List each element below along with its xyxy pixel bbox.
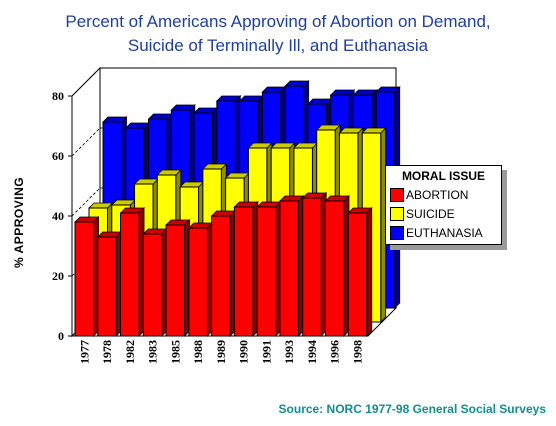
x-tick-label-1985: 1985 — [168, 340, 182, 364]
x-tick-label-1998: 1998 — [350, 340, 364, 364]
bar-abortion-1989 — [210, 210, 237, 337]
legend-item-euthanasia: EUTHANASIA — [386, 223, 501, 242]
bar-abortion-1988 — [187, 222, 214, 337]
x-tick-label-1991: 1991 — [259, 340, 273, 364]
gridline — [71, 67, 396, 97]
x-tick-label-1983: 1983 — [146, 340, 160, 364]
bar-abortion-1982 — [119, 207, 146, 337]
y-tick-label: 80 — [52, 89, 64, 103]
y-axis-label: % APPROVING — [12, 176, 26, 268]
legend-swatch-suicide — [390, 206, 404, 221]
y-tick-label: 60 — [52, 149, 64, 163]
y-tick-label: 0 — [58, 329, 64, 343]
x-tick-label-1993: 1993 — [282, 340, 296, 364]
legend-swatch-euthanasia — [390, 225, 404, 240]
x-tick-label-1978: 1978 — [100, 340, 114, 364]
bar-abortion-1993 — [278, 195, 305, 337]
bar-abortion-1977 — [74, 216, 100, 337]
x-tick-label-1990: 1990 — [237, 340, 251, 364]
bar-abortion-1996 — [324, 195, 350, 337]
legend-swatch-abortion — [390, 187, 404, 202]
bar-abortion-1985 — [165, 219, 191, 337]
bar-abortion-1994 — [301, 192, 328, 337]
x-tick-label-1988: 1988 — [191, 340, 205, 364]
legend-item-abortion: ABORTION — [386, 185, 501, 204]
x-tick-label-1996: 1996 — [328, 340, 342, 364]
legend-title: MORAL ISSUE — [401, 169, 486, 183]
legend-label-abortion: ABORTION — [406, 187, 469, 202]
chart-title-line-2: Suicide of Terminally Ill, and Euthanasi… — [127, 36, 429, 55]
bar-abortion-1998 — [347, 207, 373, 337]
y-tick-label: 40 — [52, 209, 64, 223]
y-tick-label: 20 — [52, 269, 64, 283]
source-note: Source: NORC 1977-98 General Social Surv… — [278, 402, 546, 416]
legend-label-euthanasia: EUTHANASIA — [406, 225, 483, 240]
legend-item-suicide: SUICIDE — [386, 204, 501, 223]
legend: MORAL ISSUE ABORTION SUICIDE EUTHANASIA — [385, 165, 502, 245]
x-tick-label-1977: 1977 — [77, 340, 91, 364]
bar-abortion-1983 — [142, 228, 168, 337]
x-tick-label-1982: 1982 — [123, 340, 137, 364]
x-tick-label-1989: 1989 — [214, 340, 228, 364]
x-tick-label-1994: 1994 — [305, 340, 319, 364]
bar-abortion-1991 — [256, 201, 282, 337]
legend-label-suicide: SUICIDE — [406, 206, 455, 221]
bar-abortion-1990 — [233, 201, 259, 337]
bar-abortion-1978 — [96, 231, 123, 337]
chart-title-line-1: Percent of Americans Approving of Aborti… — [65, 12, 491, 31]
